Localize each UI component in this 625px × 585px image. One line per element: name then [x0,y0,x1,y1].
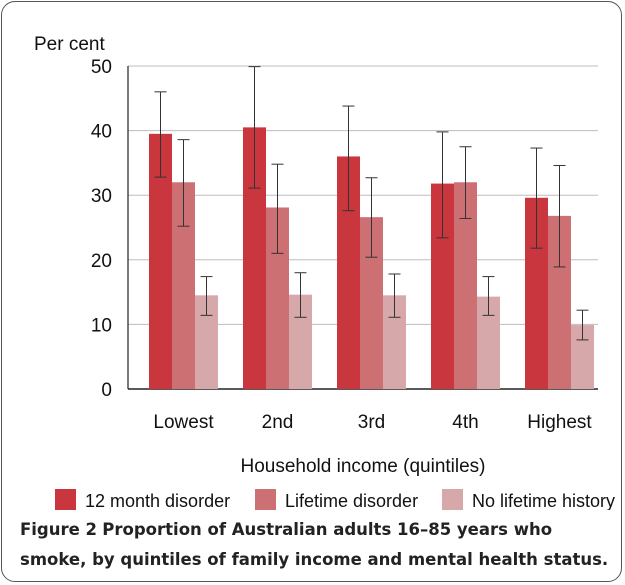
legend: 12 month disorder Lifetime disorder No lif… [55,489,615,510]
y-tick-labels: 0 10 20 30 40 50 [91,57,112,401]
caption-label: Figure 2 [20,520,98,539]
y-tick-label: 50 [91,57,112,78]
bar [548,215,571,389]
y-tick-label: 10 [91,315,112,336]
legend-label: Lifetime disorder [285,491,418,510]
bar [383,295,406,389]
y-tick-label: 40 [91,122,112,143]
y-tick-label: 20 [91,251,112,272]
x-axis-label: Household income (quintiles) [240,456,485,477]
legend-swatch [442,489,463,510]
x-tick-labels: Lowest 2nd 3rd 4th Highest [153,412,592,433]
y-tick-label: 30 [91,186,112,207]
x-tick-label: 3rd [358,412,385,433]
legend-swatch [255,489,276,510]
bar [525,197,548,389]
bars [149,127,594,390]
bar [149,133,172,389]
caption-text: Proportion of Australian adults 16–85 ye… [20,520,609,569]
bar [360,217,383,389]
bar [571,325,594,389]
x-tick-label: Highest [527,412,592,433]
bar [172,182,195,389]
x-tick-label: 4th [452,412,478,433]
error-bars [154,66,589,341]
legend-swatch [55,489,76,510]
bar [289,294,312,389]
bar [454,182,477,389]
bar [243,127,266,390]
y-tick-label: 0 [101,380,112,401]
x-tick-label: Lowest [153,412,214,433]
bar [477,296,500,389]
x-tick-label: 2nd [262,412,294,433]
legend-label: No lifetime history [472,491,615,510]
figure-caption: Figure 2 Proportion of Australian adults… [20,515,615,575]
bar [337,156,360,389]
legend-label: 12 month disorder [85,491,230,510]
bar [195,295,218,389]
bar-chart: Per cent 0 10 20 30 40 50 Lowest 2nd 3rd 4th High… [34,34,615,510]
bar [431,183,454,389]
y-axis-label: Per cent [34,34,105,55]
